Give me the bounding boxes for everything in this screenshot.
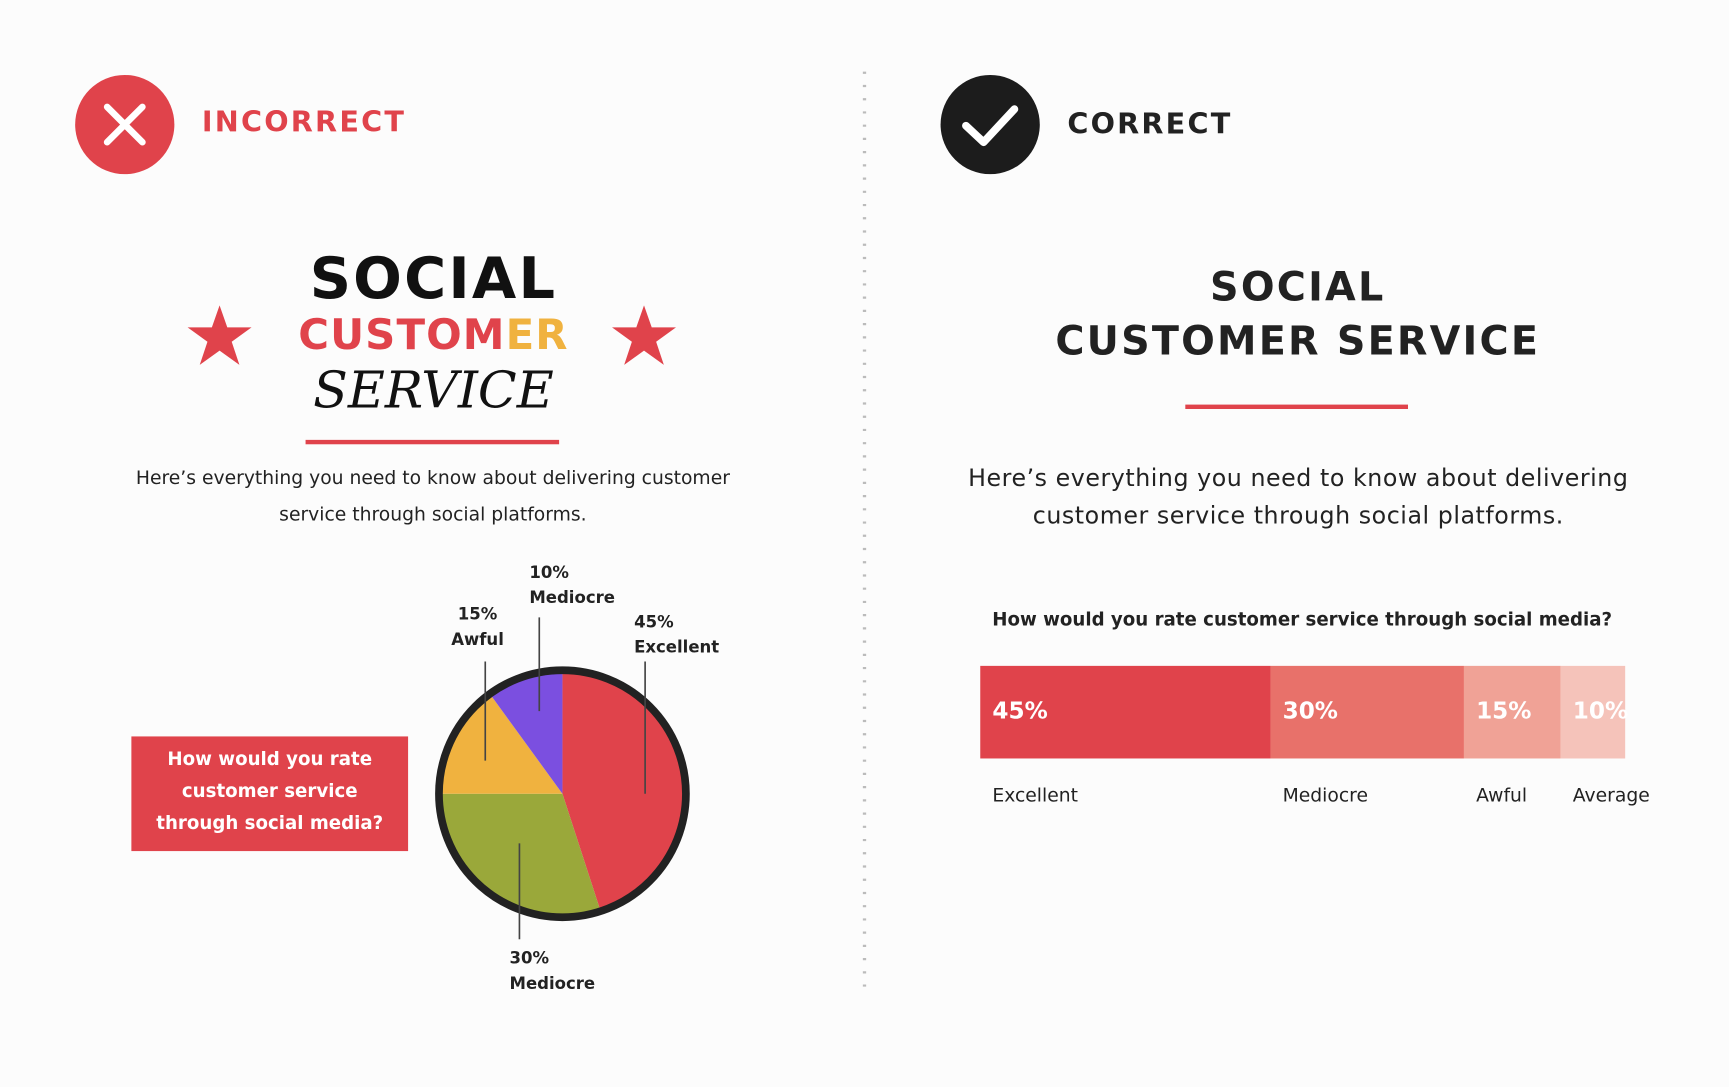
title-underline xyxy=(305,439,560,445)
pie-rim xyxy=(435,666,690,922)
slice-category-label: Excellent xyxy=(634,638,719,657)
legend-label: Mediocre xyxy=(1283,785,1368,806)
title-line: SOCIAL xyxy=(1210,264,1385,310)
legend-label: Average xyxy=(1573,785,1650,806)
legend-label: Awful xyxy=(1476,785,1527,806)
question-box-text: How would you rate customer service thro… xyxy=(156,748,384,834)
title-line: SOCIAL xyxy=(310,245,558,312)
correct-icon xyxy=(940,74,1040,175)
pie-slice xyxy=(491,672,563,794)
legend-label: Excellent xyxy=(992,785,1078,806)
slice-value-label: 15% xyxy=(458,605,498,624)
slice-value-label: 10% xyxy=(529,563,569,582)
bar-segment xyxy=(1463,665,1561,759)
slice-value-label: 45% xyxy=(634,612,674,631)
check-mark xyxy=(962,105,1019,147)
title-line: CUSTOMER xyxy=(298,310,568,359)
star xyxy=(187,305,252,365)
bar-value-label: 30% xyxy=(1283,699,1338,725)
slice-value-label: 30% xyxy=(510,949,550,968)
description: Here’s everything you need to know about… xyxy=(135,467,730,526)
description-box: Here’s everything you need to know about… xyxy=(968,465,1629,531)
chart-title: How would you rate customer service thro… xyxy=(156,748,384,834)
description-box: Here’s everything you need to know about… xyxy=(135,467,730,526)
chart-title: How would you rate customer service thro… xyxy=(992,610,1612,631)
slice-category-label: Awful xyxy=(451,630,504,649)
x-mark xyxy=(103,103,146,146)
star xyxy=(612,305,676,365)
description: Here’s everything you need to know about… xyxy=(968,465,1629,531)
pie-slice xyxy=(441,695,563,794)
verdict: INCORRECT xyxy=(202,104,406,138)
bar-segment xyxy=(1270,665,1464,759)
slice-category-label: Mediocre xyxy=(529,588,615,607)
verdict: CORRECT xyxy=(1067,107,1232,141)
bar-value-label: 45% xyxy=(992,699,1047,725)
title-underline xyxy=(1185,404,1408,410)
bar-value-label: 15% xyxy=(1476,699,1531,725)
question-box xyxy=(131,736,409,852)
bar-value-label: 10% xyxy=(1573,699,1628,725)
title-line: SERVICE xyxy=(313,361,554,420)
bar-segment xyxy=(1560,665,1626,759)
slice-category-label: Mediocre xyxy=(510,974,596,993)
pie-slice xyxy=(441,793,600,916)
bar-segment xyxy=(980,665,1271,759)
pie-slice xyxy=(562,672,684,910)
title-line: CUSTOMER SERVICE xyxy=(1055,318,1540,364)
